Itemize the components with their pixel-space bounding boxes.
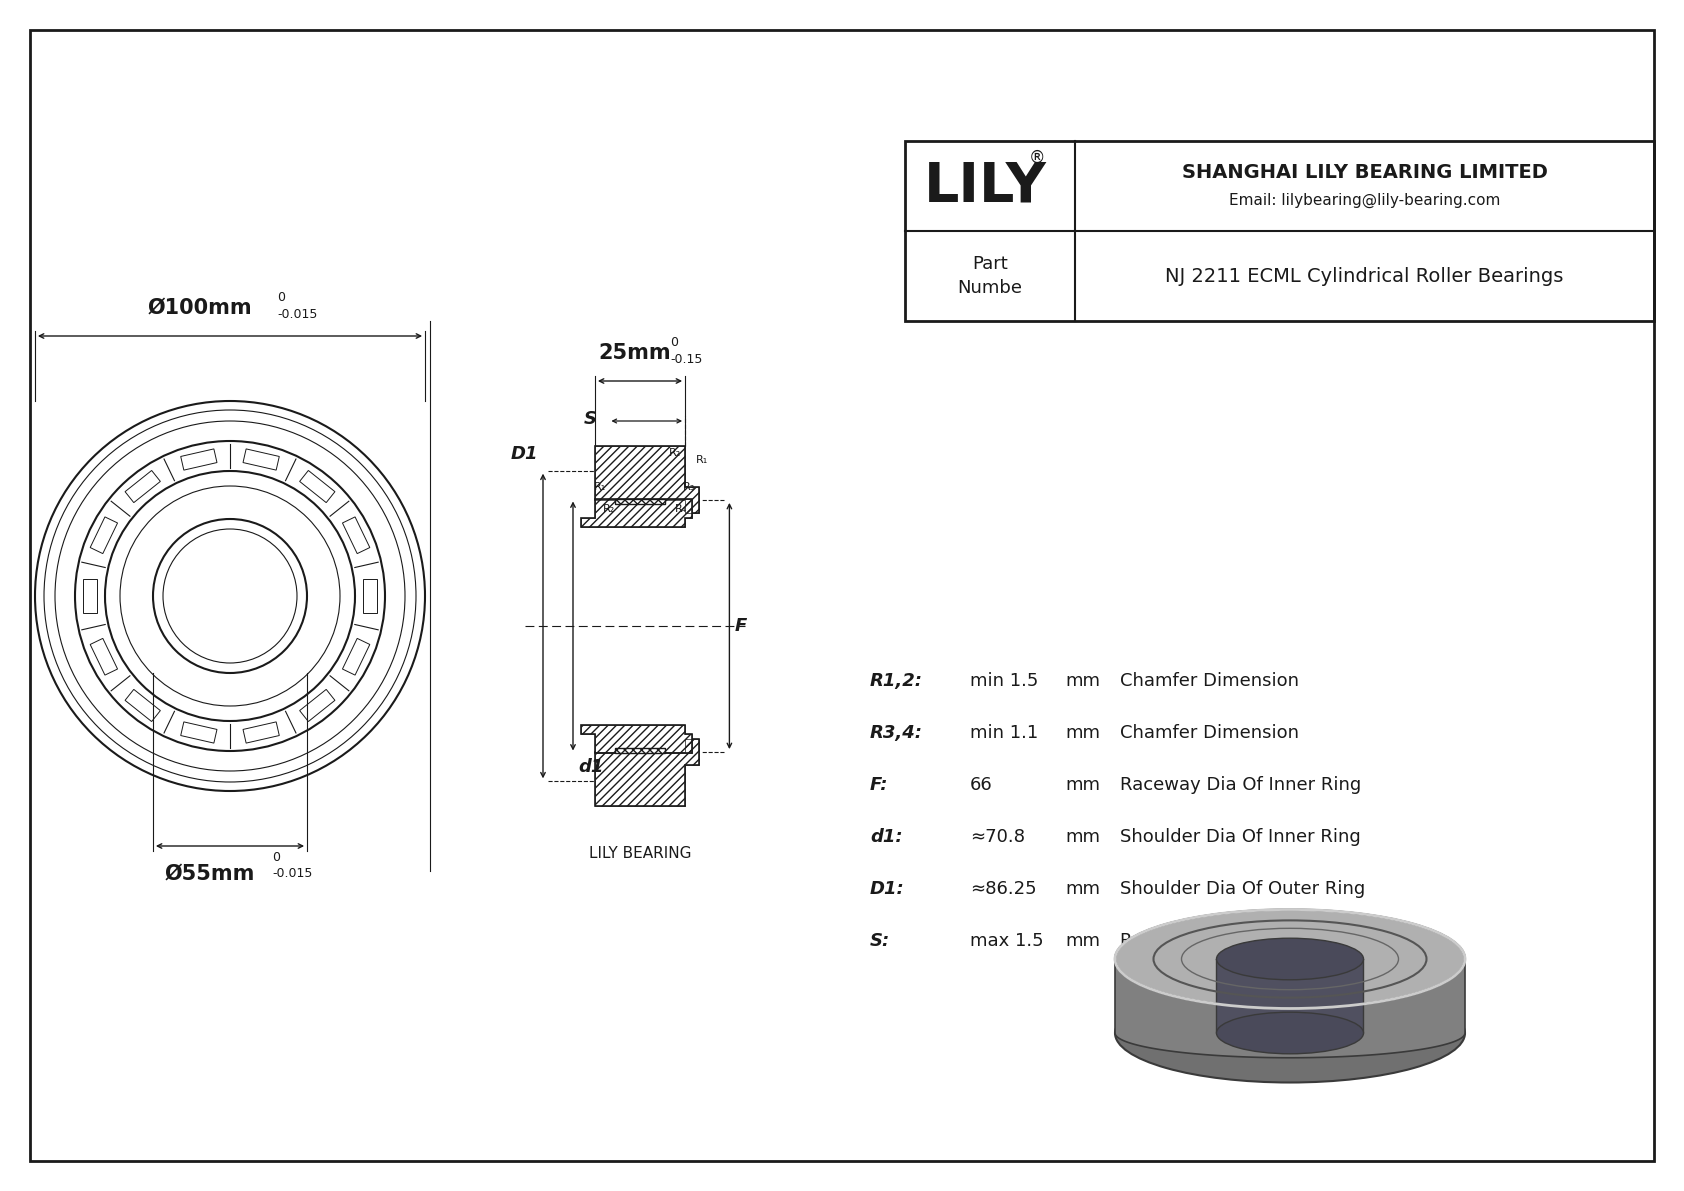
Text: 66: 66 <box>970 777 994 794</box>
Text: R1,2:: R1,2: <box>871 672 923 690</box>
Text: Part
Numbe: Part Numbe <box>958 255 1022 297</box>
Polygon shape <box>91 638 118 675</box>
Polygon shape <box>615 499 665 504</box>
Text: d1:: d1: <box>871 828 903 846</box>
Text: max 1.5: max 1.5 <box>970 933 1044 950</box>
Text: R₁: R₁ <box>695 455 709 464</box>
Ellipse shape <box>1115 910 1465 1009</box>
Polygon shape <box>125 690 160 722</box>
Polygon shape <box>594 445 699 512</box>
Polygon shape <box>300 470 335 503</box>
Text: mm: mm <box>1064 724 1100 742</box>
Polygon shape <box>581 499 692 526</box>
Polygon shape <box>594 445 699 512</box>
Text: -0.015: -0.015 <box>276 308 317 322</box>
Text: Chamfer Dimension: Chamfer Dimension <box>1120 724 1298 742</box>
Text: Shoulder Dia Of Outer Ring: Shoulder Dia Of Outer Ring <box>1120 880 1366 898</box>
Polygon shape <box>91 517 118 554</box>
Text: -0.15: -0.15 <box>670 353 702 366</box>
Polygon shape <box>125 470 160 503</box>
Text: LILY BEARING: LILY BEARING <box>589 846 690 861</box>
Polygon shape <box>615 748 665 754</box>
Polygon shape <box>364 579 377 613</box>
Polygon shape <box>242 722 280 743</box>
Text: S:: S: <box>871 933 891 950</box>
Polygon shape <box>242 449 280 470</box>
Text: ≈86.25: ≈86.25 <box>970 880 1037 898</box>
Text: mm: mm <box>1064 880 1100 898</box>
Polygon shape <box>180 722 217 743</box>
Text: Shoulder Dia Of Inner Ring: Shoulder Dia Of Inner Ring <box>1120 828 1361 846</box>
Text: R₁: R₁ <box>594 481 606 492</box>
Text: Chamfer Dimension: Chamfer Dimension <box>1120 672 1298 690</box>
Polygon shape <box>300 690 335 722</box>
Text: Raceway Dia Of Inner Ring: Raceway Dia Of Inner Ring <box>1120 777 1361 794</box>
Ellipse shape <box>1216 1012 1364 1054</box>
Text: 0: 0 <box>273 852 280 863</box>
Polygon shape <box>594 740 699 806</box>
Text: -0.015: -0.015 <box>273 867 312 880</box>
Polygon shape <box>342 638 370 675</box>
Text: mm: mm <box>1064 933 1100 950</box>
Text: SHANGHAI LILY BEARING LIMITED: SHANGHAI LILY BEARING LIMITED <box>1182 162 1548 181</box>
Text: Ø55mm: Ø55mm <box>165 863 256 884</box>
Text: S: S <box>583 410 596 428</box>
Text: mm: mm <box>1064 828 1100 846</box>
Text: 0: 0 <box>670 336 679 349</box>
Polygon shape <box>1216 959 1364 1043</box>
Text: R3,4:: R3,4: <box>871 724 923 742</box>
Text: R₃: R₃ <box>682 481 695 492</box>
Polygon shape <box>342 517 370 554</box>
Ellipse shape <box>1115 984 1465 1083</box>
Polygon shape <box>1115 959 1465 1058</box>
Text: Email: lilybearing@lily-bearing.com: Email: lilybearing@lily-bearing.com <box>1229 193 1500 207</box>
Text: F:: F: <box>871 777 889 794</box>
Text: mm: mm <box>1064 672 1100 690</box>
Bar <box>904 141 1654 322</box>
Polygon shape <box>180 449 217 470</box>
Polygon shape <box>581 725 692 754</box>
Ellipse shape <box>1216 939 1364 980</box>
Text: D1:: D1: <box>871 880 904 898</box>
Text: ®: ® <box>1029 149 1046 167</box>
Polygon shape <box>83 579 98 613</box>
Text: d1: d1 <box>578 759 603 777</box>
Text: Permissible Axial Displacement: Permissible Axial Displacement <box>1120 933 1403 950</box>
Text: R₂: R₂ <box>603 504 615 513</box>
Text: LILY: LILY <box>923 160 1046 213</box>
Text: F: F <box>734 617 746 635</box>
Text: mm: mm <box>1064 777 1100 794</box>
Text: Ø100mm: Ø100mm <box>148 298 253 318</box>
Text: R₂: R₂ <box>669 448 680 459</box>
Text: ≈70.8: ≈70.8 <box>970 828 1026 846</box>
Text: 25mm: 25mm <box>600 343 672 363</box>
Text: min 1.5: min 1.5 <box>970 672 1039 690</box>
Text: D1: D1 <box>510 444 537 463</box>
Polygon shape <box>581 725 692 754</box>
Polygon shape <box>594 740 699 806</box>
Text: R₄: R₄ <box>675 504 687 513</box>
Text: min 1.1: min 1.1 <box>970 724 1039 742</box>
Text: NJ 2211 ECML Cylindrical Roller Bearings: NJ 2211 ECML Cylindrical Roller Bearings <box>1165 267 1564 286</box>
Text: 0: 0 <box>276 291 285 304</box>
Polygon shape <box>581 499 692 526</box>
